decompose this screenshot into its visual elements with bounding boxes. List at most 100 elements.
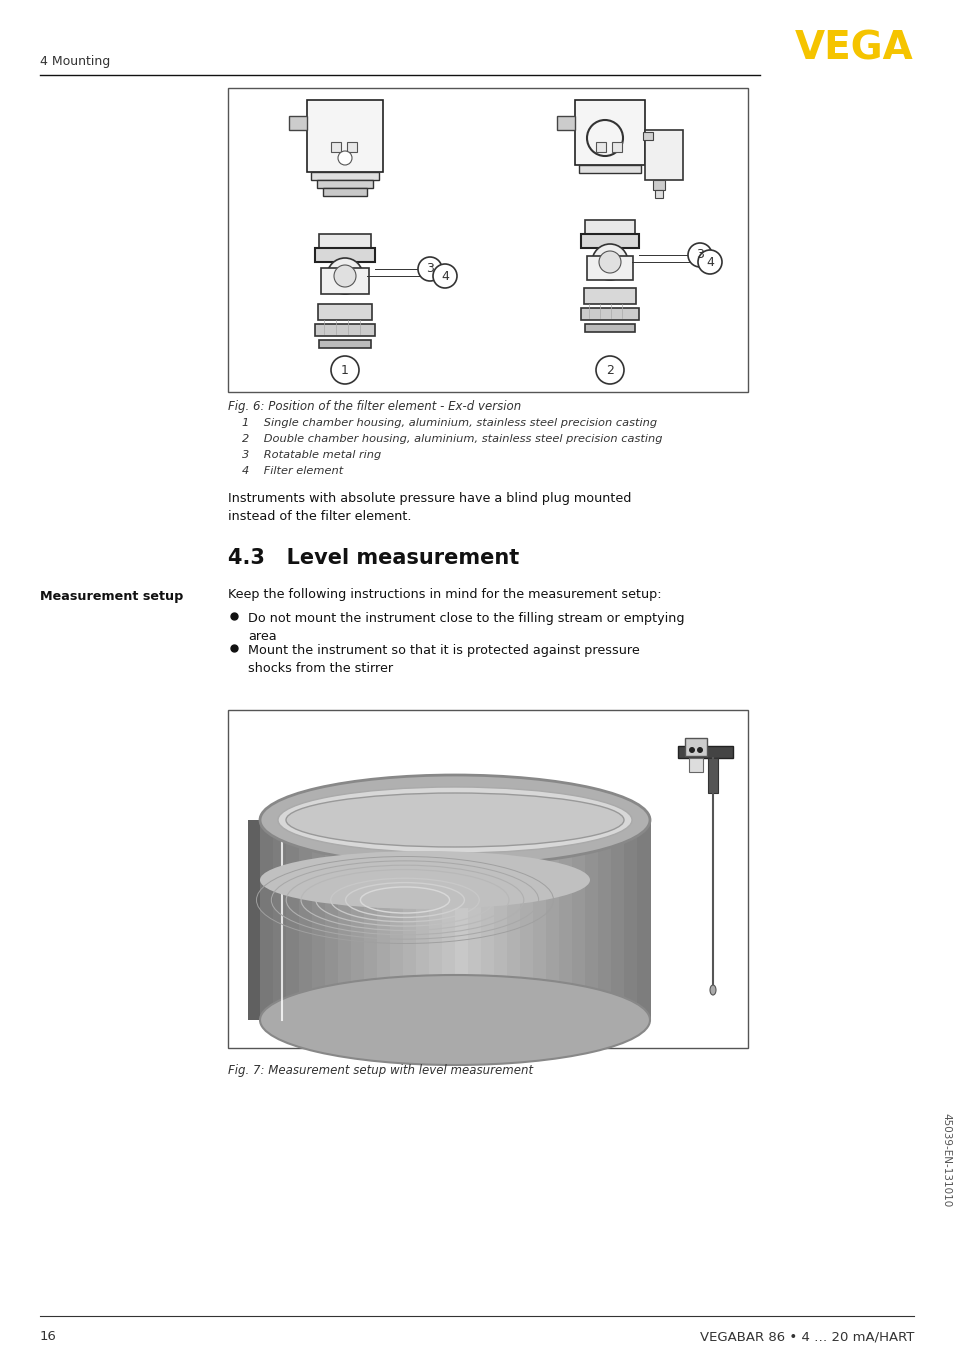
Text: 16: 16 [40,1331,57,1343]
Bar [637,821,650,1020]
Text: 3: 3 [696,249,703,261]
Bar [320,268,369,294]
Text: Instruments with absolute pressure have a blind plug mounted
instead of the filt: Instruments with absolute pressure have … [228,492,631,523]
Text: 2    Double chamber housing, aluminium, stainless steel precision casting: 2 Double chamber housing, aluminium, sta… [242,435,661,444]
Bar [557,116,575,130]
Text: Keep the following instructions in mind for the measurement setup:: Keep the following instructions in mind … [228,588,661,601]
Bar [644,130,682,180]
Bar [519,821,534,1020]
Circle shape [433,264,456,288]
Bar [480,821,495,1020]
Bar [318,340,371,348]
Bar [584,219,635,234]
Bar [580,234,639,248]
Bar [584,324,635,332]
Bar [314,324,375,336]
Bar [318,234,371,248]
Bar [533,821,546,1020]
Text: 1    Single chamber housing, aluminium, stainless steel precision casting: 1 Single chamber housing, aluminium, sta… [242,418,657,428]
Bar [455,821,469,1020]
Bar [684,738,706,756]
Bar [596,142,605,152]
Bar [575,100,644,165]
Text: VEGABAR 86 • 4 … 20 mA/HART: VEGABAR 86 • 4 … 20 mA/HART [699,1331,913,1343]
Bar [610,821,624,1020]
Bar [584,821,598,1020]
Circle shape [688,747,695,753]
Text: 4 Mounting: 4 Mounting [40,56,111,69]
Ellipse shape [277,787,631,853]
Circle shape [592,244,627,280]
Circle shape [596,356,623,385]
Bar [494,821,507,1020]
Bar [468,821,481,1020]
Circle shape [337,152,352,165]
Bar [228,88,747,393]
Ellipse shape [286,793,623,848]
Text: Fig. 7: Measurement setup with level measurement: Fig. 7: Measurement setup with level mea… [228,1064,533,1076]
Bar [337,821,352,1020]
Bar [273,821,287,1020]
Circle shape [698,250,721,274]
Bar [376,821,391,1020]
Text: 4    Filter element: 4 Filter element [242,466,343,477]
Ellipse shape [260,774,649,865]
Bar [586,256,633,280]
Circle shape [417,257,441,282]
Bar [347,142,356,152]
Bar [325,821,338,1020]
Ellipse shape [260,852,589,909]
Text: 45039-EN-131010: 45039-EN-131010 [940,1113,950,1208]
Bar [583,288,636,305]
Bar [260,821,274,1020]
Ellipse shape [260,975,649,1066]
Bar [351,821,365,1020]
Bar [323,188,367,196]
Bar [707,758,718,793]
Bar [441,821,456,1020]
Bar [364,821,377,1020]
Circle shape [697,747,702,753]
Text: Fig. 6: Position of the filter element - Ex-d version: Fig. 6: Position of the filter element -… [228,399,520,413]
Text: 4: 4 [705,256,713,268]
Text: Do not mount the instrument close to the filling stream or emptying
area: Do not mount the instrument close to the… [248,612,684,643]
Bar [642,131,652,139]
Bar [416,821,430,1020]
Bar [312,821,326,1020]
Bar [316,180,373,188]
Bar [652,180,664,190]
Bar [655,190,662,198]
Bar [402,821,416,1020]
Bar [688,758,702,772]
Text: Mount the instrument so that it is protected against pressure
shocks from the st: Mount the instrument so that it is prote… [248,645,639,676]
Bar [314,248,375,263]
Bar [248,821,260,1020]
Bar [390,821,403,1020]
Bar [612,142,621,152]
Bar [228,709,747,1048]
Bar [545,821,559,1020]
Circle shape [327,259,363,294]
Text: 4: 4 [440,269,449,283]
Text: Measurement setup: Measurement setup [40,590,183,603]
Ellipse shape [709,984,716,995]
Bar [286,821,299,1020]
Bar [506,821,520,1020]
Bar [678,746,732,758]
Text: 3    Rotatable metal ring: 3 Rotatable metal ring [242,450,381,460]
Bar [580,307,639,320]
Circle shape [331,356,358,385]
Text: 2: 2 [605,363,614,376]
Bar [298,821,313,1020]
Bar [331,142,340,152]
Circle shape [598,250,620,274]
Bar [578,165,640,173]
Bar [311,172,378,180]
Text: 4.3   Level measurement: 4.3 Level measurement [228,548,518,567]
Text: 3: 3 [426,263,434,275]
Bar [307,100,382,172]
Circle shape [687,242,711,267]
Bar [317,305,372,320]
Bar [623,821,638,1020]
Text: 1: 1 [341,363,349,376]
